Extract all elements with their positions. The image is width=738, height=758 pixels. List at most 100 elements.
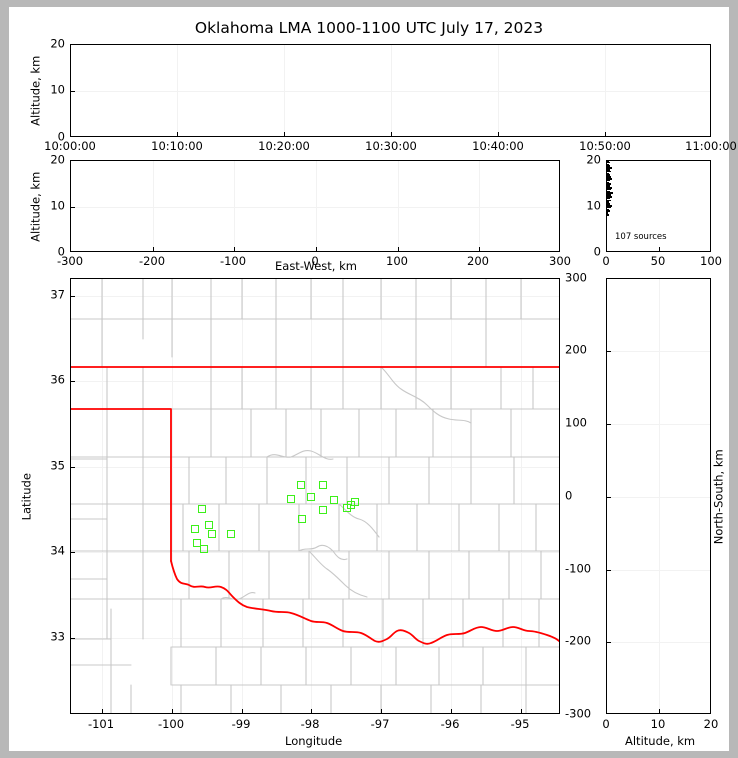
tick-mark	[153, 247, 154, 251]
x-tick-label: -96	[440, 717, 460, 731]
tick-mark	[316, 247, 317, 251]
tick-mark	[607, 351, 611, 352]
x-tick-label: 0	[311, 254, 319, 268]
histogram-bar	[607, 181, 610, 184]
histogram-bar	[607, 210, 611, 212]
y-tick-label: 37	[50, 287, 65, 302]
histogram-bar	[607, 194, 612, 196]
x-tick-label: 200	[467, 254, 489, 268]
y-tick-label: 20	[50, 152, 65, 167]
gridline	[71, 296, 559, 297]
x-tick-label: 0	[602, 717, 610, 731]
histogram-bar	[607, 179, 611, 182]
eastwest-altitude-panel[interactable]	[70, 160, 560, 252]
y-tick-label: 10	[50, 198, 65, 213]
gridline	[71, 467, 559, 468]
tick-mark	[311, 709, 312, 713]
x-tick-label: 100	[700, 254, 722, 268]
tick-mark	[284, 132, 285, 136]
plan-view-map-panel[interactable]	[70, 278, 560, 714]
x-tick-label: 20	[703, 717, 719, 731]
histogram-bar	[607, 214, 610, 216]
histogram-bar	[607, 178, 613, 180]
source-count-annotation: 107 sources	[615, 232, 667, 242]
gridline	[391, 45, 392, 136]
histogram-bar	[607, 169, 611, 171]
gridline	[607, 351, 710, 352]
gridline	[234, 161, 235, 251]
lightning-source-marker	[227, 530, 236, 539]
tick-mark	[177, 132, 178, 136]
y-tick-label: 34	[50, 543, 65, 558]
time-altitude-panel[interactable]	[70, 44, 711, 137]
x-tick-label: -97	[370, 717, 390, 731]
histogram-bar	[607, 187, 613, 189]
histogram-bar	[607, 172, 610, 175]
y-tick-label: 0	[57, 129, 65, 144]
ns-tick-label: -200	[565, 633, 592, 648]
x-tick-label: -100	[219, 254, 247, 268]
y-axis-label: Latitude	[19, 473, 34, 521]
x-tick-label: 100	[386, 254, 408, 268]
histogram-bar	[607, 161, 610, 162]
lightning-source-marker	[296, 480, 305, 489]
histogram-bar	[607, 176, 612, 178]
x-tick-label: 10	[650, 717, 666, 731]
tick-mark	[71, 552, 75, 553]
lightning-source-marker	[346, 501, 355, 510]
tick-mark	[381, 709, 382, 713]
tick-mark	[172, 709, 173, 713]
histogram-bar	[607, 174, 611, 176]
y-axis-label: Altitude, km	[28, 55, 43, 126]
gridline	[177, 45, 178, 136]
tick-mark	[659, 247, 660, 251]
x-tick-label: 0	[602, 254, 610, 268]
histogram-bar	[607, 161, 611, 164]
altitude-northsouth-panel[interactable]	[606, 278, 711, 714]
gridline	[607, 424, 710, 425]
histogram-bar	[607, 190, 611, 193]
tick-mark	[398, 247, 399, 251]
x-tick-label: 10:50:00	[579, 139, 631, 153]
tick-mark	[607, 497, 611, 498]
x-tick-label: -101	[87, 717, 115, 731]
ns-tick-label: -100	[565, 561, 592, 576]
tick-mark	[71, 381, 75, 382]
y-tick-label: 33	[50, 629, 65, 644]
tick-mark	[234, 247, 235, 251]
tick-mark	[607, 570, 611, 571]
histogram-bar	[607, 165, 611, 167]
altitude-histogram-panel[interactable]: 107 sources	[606, 160, 711, 252]
tick-mark	[391, 132, 392, 136]
y-axis-label: Altitude, km	[28, 171, 43, 242]
histogram-bar	[607, 199, 612, 202]
x-tick-label: 300	[549, 254, 571, 268]
y-tick-label: 10	[586, 198, 601, 213]
lightning-source-marker	[287, 495, 296, 504]
gridline	[607, 570, 710, 571]
gridline	[316, 161, 317, 251]
lightning-source-marker	[318, 480, 327, 489]
tick-mark	[605, 132, 606, 136]
histogram-bar	[607, 192, 614, 194]
gridline	[479, 161, 480, 251]
x-tick-label: -100	[157, 717, 185, 731]
gridline	[659, 279, 660, 713]
page-title: Oklahoma LMA 1000-1100 UTC July 17, 2023	[194, 19, 544, 37]
ns-tick-label: 100	[565, 415, 587, 430]
lightning-source-marker	[200, 544, 209, 553]
tick-mark	[521, 709, 522, 713]
histogram-bar	[607, 203, 611, 205]
histogram-bar	[607, 197, 611, 200]
histogram-bar	[607, 185, 611, 187]
gridline	[284, 45, 285, 136]
tick-mark	[71, 467, 75, 468]
tick-mark	[607, 424, 611, 425]
y-tick-label: 10	[50, 82, 65, 97]
tick-mark	[71, 638, 75, 639]
tick-mark	[451, 709, 452, 713]
gridline	[398, 161, 399, 251]
histogram-bar	[607, 196, 613, 198]
ns-tick-label: 300	[565, 270, 587, 285]
histogram-bar	[607, 205, 613, 207]
